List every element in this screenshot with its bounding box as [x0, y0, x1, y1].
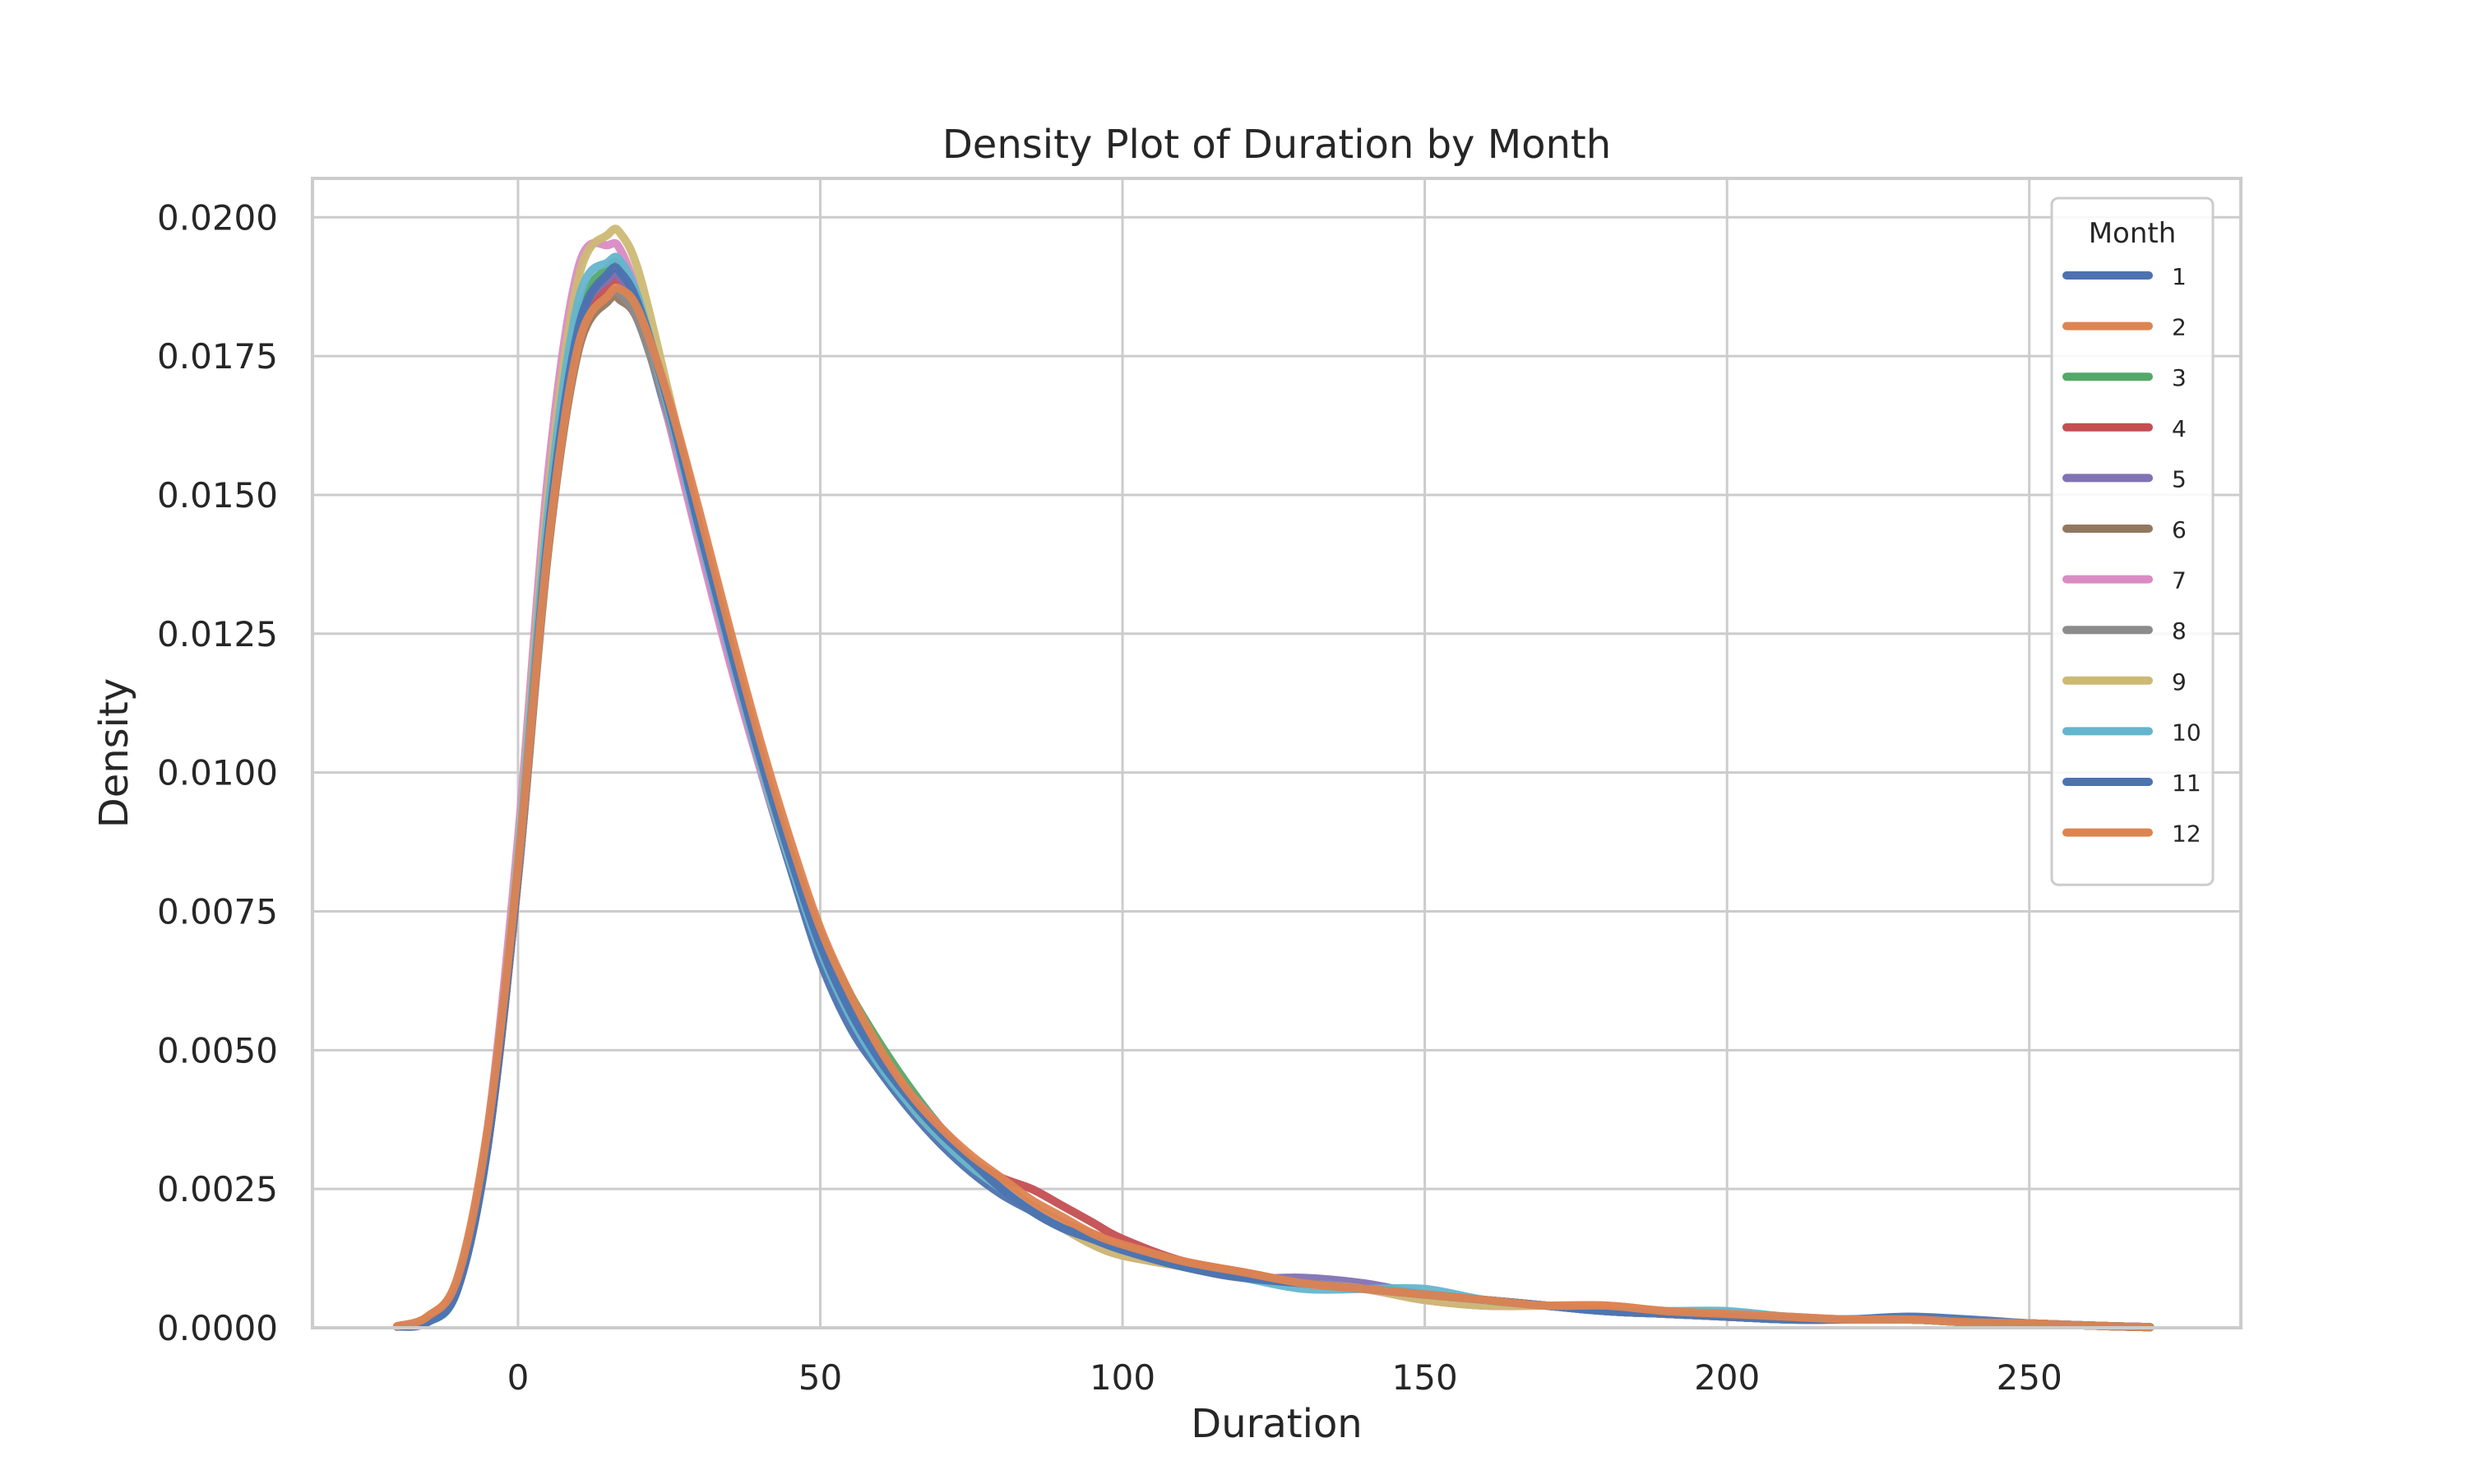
legend-item: 1	[2062, 263, 2187, 290]
legend-label: 5	[2172, 465, 2187, 492]
x-tick-label: 200	[1694, 1357, 1760, 1398]
legend-title: Month	[2089, 217, 2177, 250]
y-tick-label: 0.0175	[157, 336, 278, 377]
legend-label: 11	[2172, 770, 2201, 797]
x-tick-label: 100	[1090, 1357, 1155, 1398]
chart-title: Density Plot of Duration by Month	[942, 122, 1611, 168]
x-tick-label: 0	[507, 1357, 530, 1398]
legend-item: 12	[2062, 821, 2201, 848]
legend-item: 2	[2062, 314, 2187, 341]
y-tick-label: 0.0150	[157, 475, 278, 515]
x-axis-label: Duration	[1191, 1401, 1362, 1447]
legend-label: 7	[2172, 567, 2187, 594]
y-tick-label: 0.0025	[157, 1169, 278, 1209]
x-tick-label: 250	[1997, 1357, 2062, 1398]
legend-label: 6	[2172, 516, 2187, 543]
y-tick-label: 0.0125	[157, 614, 278, 654]
y-tick-label: 0.0075	[157, 891, 278, 932]
legend-item: 3	[2062, 364, 2187, 391]
grid-lines	[312, 178, 2241, 1329]
legend-item: 6	[2062, 516, 2187, 543]
legend-item: 5	[2062, 465, 2187, 492]
x-tick-label: 50	[798, 1357, 842, 1398]
legend-item: 9	[2062, 668, 2187, 696]
legend-label: 8	[2172, 617, 2187, 645]
legend-label: 4	[2172, 415, 2187, 442]
y-tick-label: 0.0200	[157, 197, 278, 238]
legend-box	[2050, 196, 2215, 886]
legend-label: 9	[2172, 668, 2187, 696]
legend-item: 7	[2062, 567, 2187, 594]
legend-label: 2	[2172, 314, 2187, 341]
x-tick-label: 150	[1392, 1357, 1458, 1398]
legend-item: 10	[2062, 719, 2201, 746]
y-tick-label: 0.0100	[157, 753, 278, 793]
legend-item: 11	[2062, 770, 2201, 797]
y-tick-label: 0.0050	[157, 1030, 278, 1070]
series-line-month-12	[392, 283, 2155, 1332]
legend-label: 10	[2172, 719, 2201, 746]
y-tick-label: 0.0000	[157, 1308, 278, 1348]
legend-label: 1	[2172, 263, 2187, 290]
tick-labels: 0 50 100 150 200 250 0.0000 0.0025 0.0050 0.0075 0…	[157, 197, 2062, 1398]
legend-label: 12	[2172, 821, 2201, 848]
plot-frame	[311, 177, 2243, 1329]
legend-item: 8	[2062, 617, 2187, 645]
series-lines	[392, 224, 2155, 1332]
legend-item: 4	[2062, 415, 2187, 442]
y-axis-label: Density	[91, 678, 137, 828]
legend-label: 3	[2172, 364, 2187, 391]
